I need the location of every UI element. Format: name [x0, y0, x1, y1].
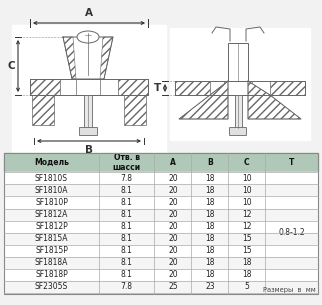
Bar	[270, 81, 305, 95]
Text: A: A	[85, 8, 93, 18]
Text: 20: 20	[168, 246, 178, 255]
Text: 10: 10	[242, 186, 251, 195]
Text: 18: 18	[242, 258, 251, 267]
Text: 12: 12	[242, 222, 251, 231]
Ellipse shape	[77, 31, 99, 43]
Bar	[4, 245, 318, 257]
Text: SF1815P: SF1815P	[35, 246, 68, 255]
Bar	[4, 196, 318, 209]
Polygon shape	[100, 37, 113, 79]
Text: T: T	[289, 158, 294, 167]
Text: SF1812P: SF1812P	[35, 222, 68, 231]
Text: 18: 18	[205, 271, 214, 279]
Polygon shape	[63, 37, 113, 79]
Text: 18: 18	[205, 258, 214, 267]
Text: B: B	[207, 158, 213, 167]
Text: 20: 20	[168, 234, 178, 243]
Text: 7.8: 7.8	[121, 282, 133, 292]
Text: 15: 15	[242, 246, 251, 255]
Bar	[4, 153, 318, 172]
Bar	[170, 28, 310, 140]
Bar	[118, 79, 148, 95]
Bar	[84, 95, 92, 130]
Polygon shape	[63, 37, 76, 79]
Bar	[4, 233, 318, 245]
Bar	[30, 79, 60, 95]
Text: 8.1: 8.1	[121, 186, 133, 195]
Text: 20: 20	[168, 271, 178, 279]
Text: Модель: Модель	[34, 158, 69, 167]
Text: 18: 18	[205, 186, 214, 195]
Text: 18: 18	[242, 271, 251, 279]
Bar	[175, 81, 210, 95]
Text: SF1818P: SF1818P	[35, 271, 68, 279]
Bar	[76, 79, 100, 95]
Text: 18: 18	[205, 174, 214, 183]
Text: 10: 10	[242, 174, 251, 183]
Text: SF1812A: SF1812A	[35, 210, 68, 219]
Text: C: C	[7, 61, 15, 71]
Bar	[4, 153, 318, 294]
Text: T: T	[154, 83, 161, 93]
Bar	[235, 95, 242, 131]
Text: 18: 18	[205, 246, 214, 255]
Text: SF1818A: SF1818A	[35, 258, 68, 267]
Text: SF1810A: SF1810A	[35, 186, 68, 195]
Text: C: C	[244, 158, 250, 167]
Text: Размеры  в  мм: Размеры в мм	[263, 287, 316, 293]
Bar	[4, 281, 318, 293]
Text: SF2305S: SF2305S	[35, 282, 68, 292]
Text: 5: 5	[244, 282, 249, 292]
Bar	[4, 185, 318, 196]
Text: 20: 20	[168, 222, 178, 231]
Text: 20: 20	[168, 198, 178, 207]
Text: 25: 25	[168, 282, 178, 292]
Bar	[4, 209, 318, 221]
Text: 8.1: 8.1	[121, 234, 133, 243]
Text: 18: 18	[205, 210, 214, 219]
Bar	[79, 127, 97, 135]
Bar	[4, 257, 318, 269]
Bar	[224, 81, 252, 95]
Polygon shape	[248, 81, 301, 119]
Text: B: B	[85, 145, 93, 155]
Text: 10: 10	[242, 198, 251, 207]
Text: 20: 20	[168, 210, 178, 219]
Text: 8.1: 8.1	[121, 222, 133, 231]
Text: 15: 15	[242, 234, 251, 243]
Polygon shape	[179, 81, 228, 119]
Bar	[32, 95, 54, 125]
Text: SF1810S: SF1810S	[35, 174, 68, 183]
Text: 12: 12	[242, 210, 251, 219]
Text: 23: 23	[205, 282, 215, 292]
Bar	[4, 221, 318, 233]
Text: Отв. в
шасси: Отв. в шасси	[113, 153, 141, 172]
Text: 7.8: 7.8	[121, 174, 133, 183]
Text: A: A	[170, 158, 176, 167]
Text: 18: 18	[205, 234, 214, 243]
Text: 8.1: 8.1	[121, 258, 133, 267]
Text: 8.1: 8.1	[121, 198, 133, 207]
Text: 18: 18	[205, 198, 214, 207]
Text: 20: 20	[168, 174, 178, 183]
Bar	[4, 172, 318, 185]
Bar	[12, 25, 166, 153]
Text: 0.8-1.2: 0.8-1.2	[278, 228, 305, 237]
Text: 18: 18	[205, 222, 214, 231]
Bar	[228, 43, 248, 81]
Text: 20: 20	[168, 258, 178, 267]
Text: SF1810P: SF1810P	[35, 198, 68, 207]
Text: 8.1: 8.1	[121, 271, 133, 279]
Bar	[4, 269, 318, 281]
Text: 8.1: 8.1	[121, 210, 133, 219]
Bar	[124, 95, 146, 125]
Text: 20: 20	[168, 186, 178, 195]
Text: SF1815A: SF1815A	[35, 234, 68, 243]
FancyBboxPatch shape	[230, 127, 247, 135]
Text: 8.1: 8.1	[121, 246, 133, 255]
